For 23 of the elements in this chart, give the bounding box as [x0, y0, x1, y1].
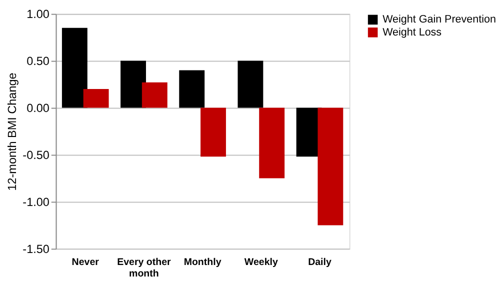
bar [259, 108, 285, 178]
y-tick-label: -0.50 [22, 149, 50, 162]
x-tick-label: Weekly [244, 256, 278, 268]
x-tick-label: Monthly [184, 256, 222, 268]
y-tick-label: 1.00 [26, 8, 50, 22]
bar [120, 60, 146, 108]
y-tick-label: -1.50 [22, 243, 50, 256]
x-tick-label: Never [72, 256, 100, 268]
legend-label: Weight Gain Prevention [382, 14, 496, 26]
bar [179, 70, 205, 108]
x-tick-label: Every other month [117, 256, 172, 280]
bar [238, 60, 264, 108]
y-tick-label: 0.00 [26, 102, 50, 116]
bar [318, 108, 344, 226]
legend-label: Weight Loss [382, 26, 442, 38]
bar [200, 108, 226, 157]
bar [83, 88, 109, 108]
y-tick-label: 0.50 [26, 55, 50, 68]
bar [142, 82, 168, 108]
x-tick-label: Daily [308, 256, 332, 268]
y-tick-label: -1.00 [22, 196, 50, 210]
bar [62, 28, 88, 108]
y-axis-title: 12-month BMI Change [6, 72, 19, 191]
